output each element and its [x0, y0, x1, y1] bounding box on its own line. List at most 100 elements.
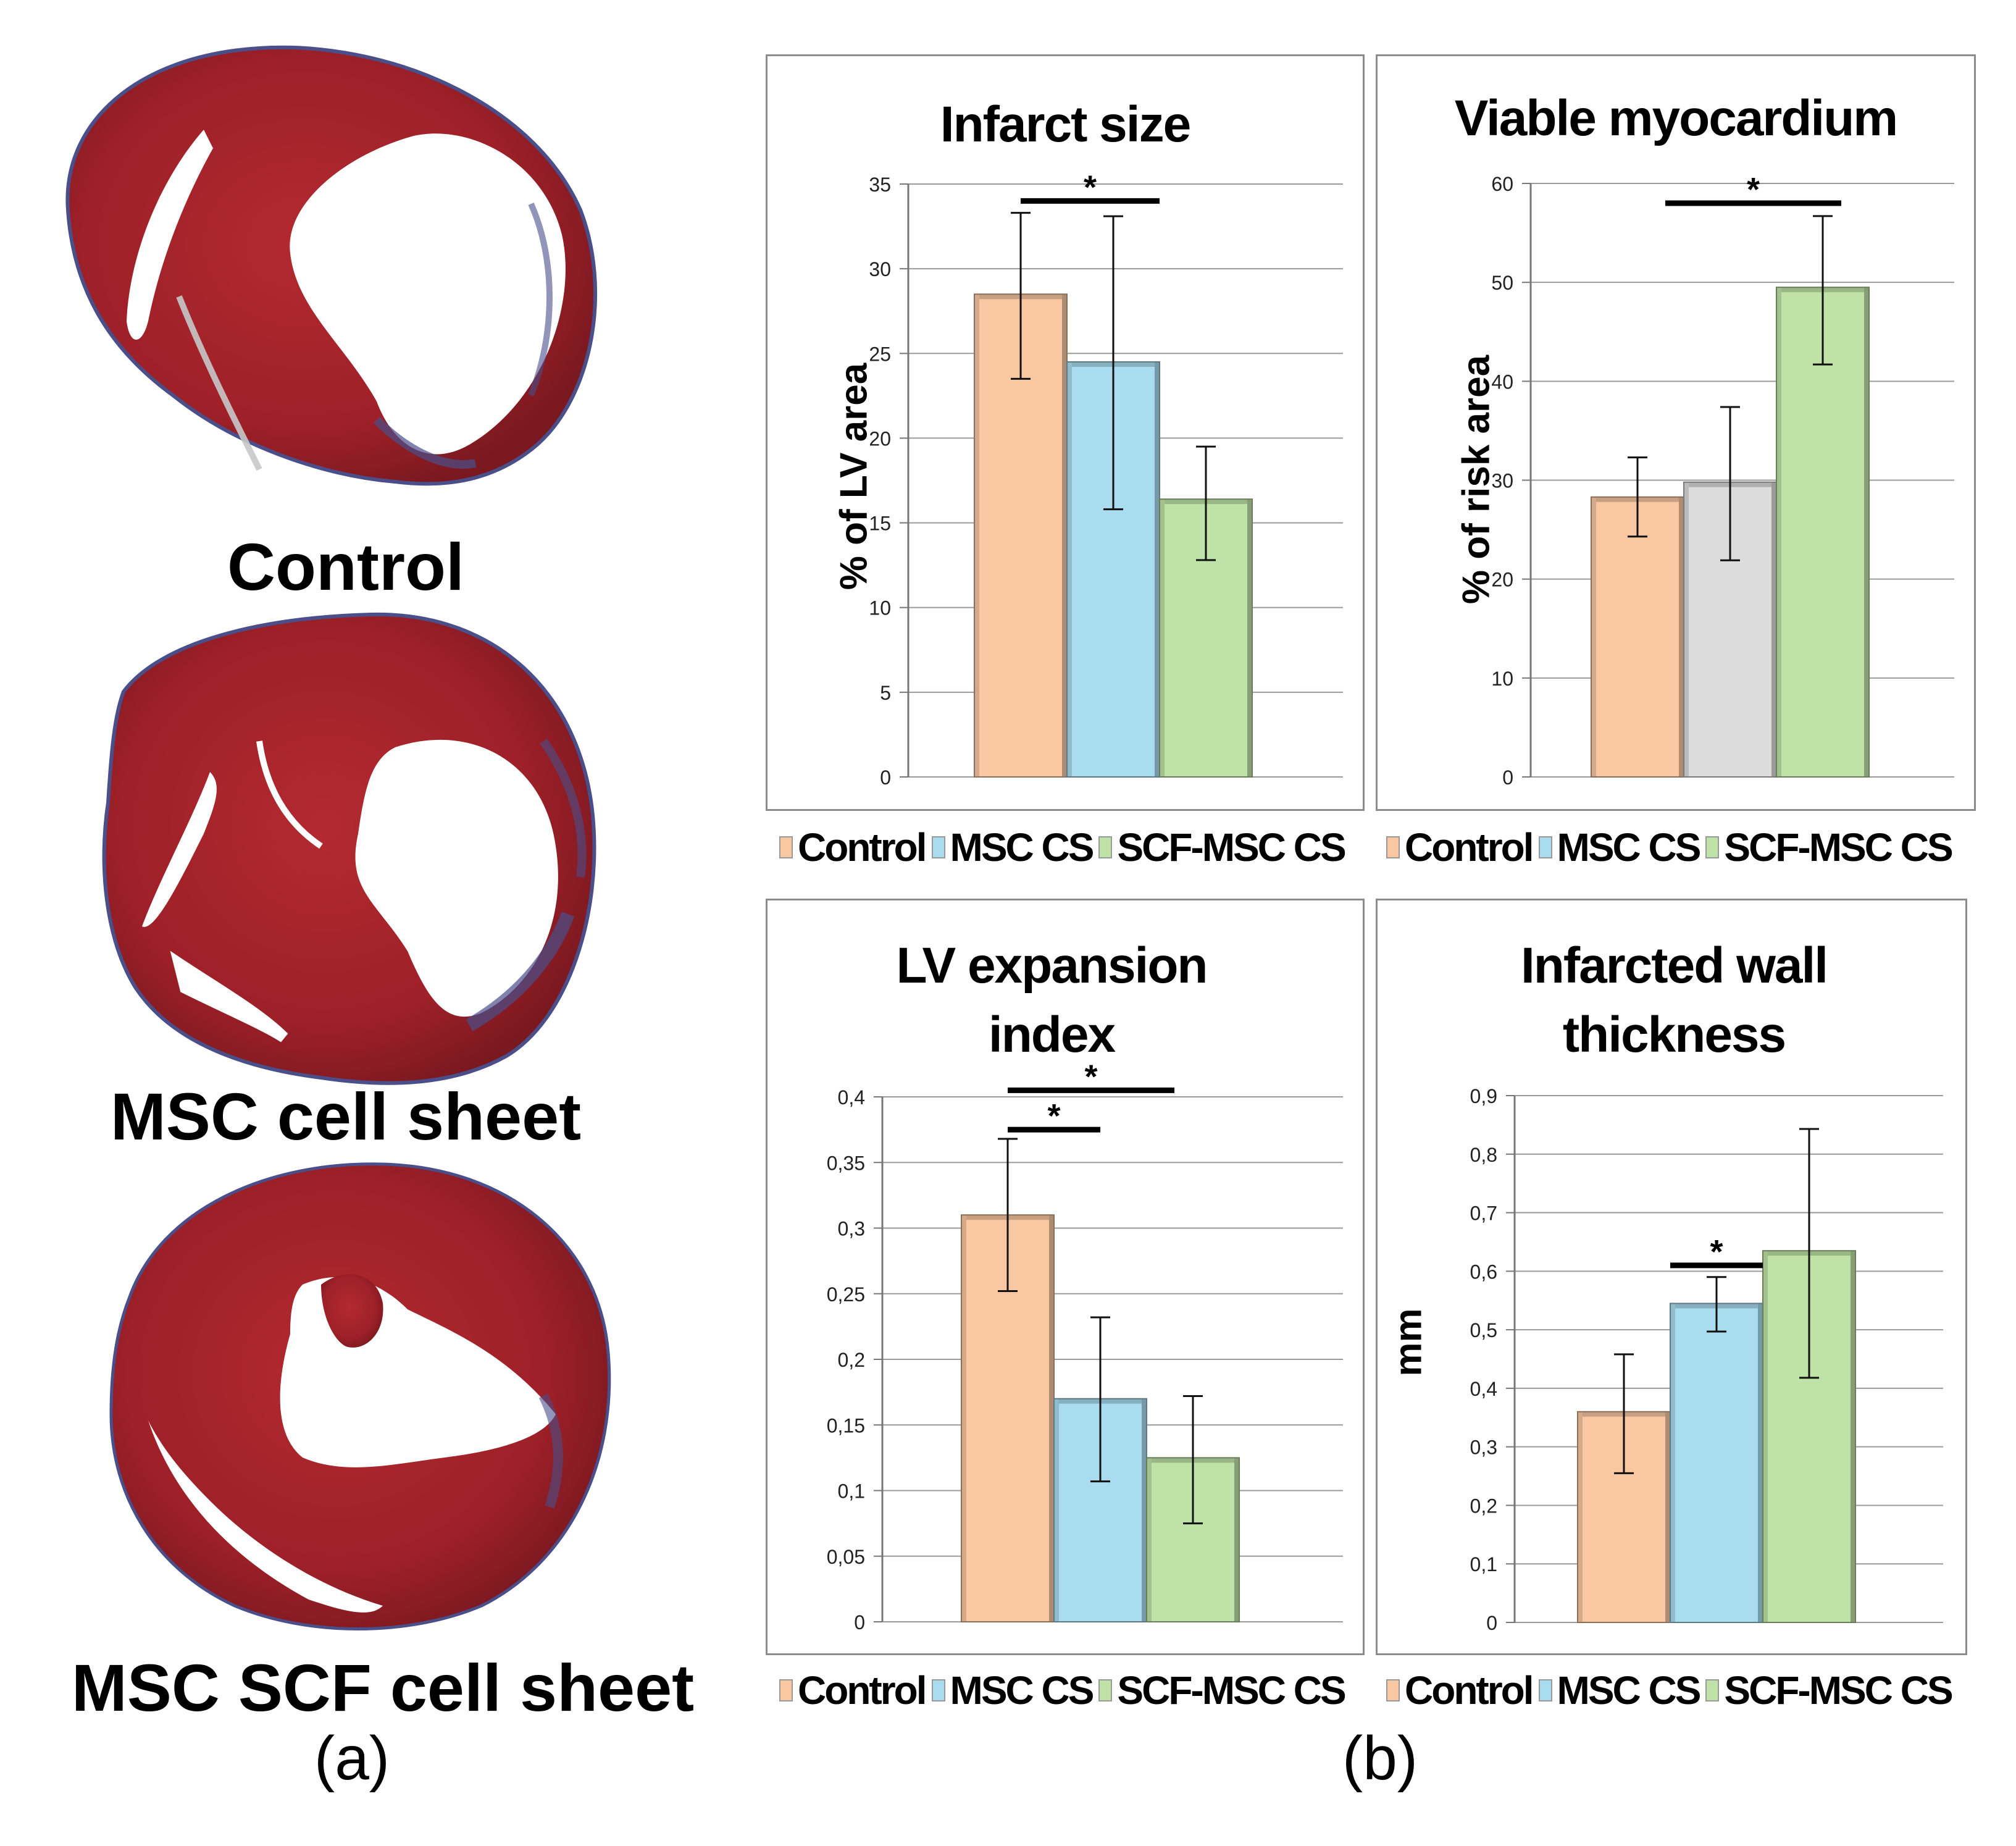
legend-top-right: Control MSC CS SCF-MSC CS	[1386, 824, 1958, 870]
legend-label-scf: SCF-MSC CS	[1724, 1668, 1953, 1713]
y-tick-label: 0	[1486, 1612, 1497, 1634]
bar-control	[1591, 496, 1684, 778]
legend-swatch-control	[1386, 1679, 1400, 1701]
legend-item-scf: SCF-MSC CS	[1705, 824, 1954, 870]
bar-bevel-right	[1234, 1458, 1239, 1622]
legend-item-control: Control	[1386, 1668, 1534, 1713]
legend-swatch-msc	[1538, 1679, 1552, 1701]
bar-bevel-left	[1147, 1458, 1152, 1622]
legend-swatch-scf	[1098, 836, 1113, 858]
legend-label-control: Control	[1405, 1668, 1534, 1713]
y-tick-label: 0,8	[1470, 1144, 1497, 1166]
y-tick-label: 25	[869, 343, 891, 365]
chart-frame-infarcted-wall-thickness: Infarcted wall thickness mm 0 0,1 0,2 0,3 0,…	[1376, 899, 1967, 1655]
y-tick-label: 0,2	[838, 1349, 865, 1371]
y-tick-label: 0	[854, 1611, 865, 1634]
y-tick-label: 15	[869, 513, 891, 535]
y-tick-label: 35	[869, 174, 891, 196]
y-tick-label: 0,7	[1470, 1202, 1497, 1225]
y-tick-label: 0,2	[1470, 1495, 1497, 1517]
bar-msc-cs	[1670, 1303, 1763, 1623]
bar-bevel-left	[1763, 1251, 1768, 1622]
y-tick-label: 0,5	[1470, 1319, 1497, 1341]
y-tick-label: 0	[1502, 766, 1513, 789]
y-tick-label: 30	[869, 258, 891, 280]
chart-plot-lv-expansion-index: 0 0,05 0,1 0,15 0,2 0,25 0,3 0,35 0,4 * *	[827, 1058, 1343, 1634]
chart-plot-infarcted-wall-thickness: 0 0,1 0,2 0,3 0,4 0,5 0,6 0,7 0,8 0,9 *	[1470, 1085, 1943, 1634]
y-tick-label: 0,05	[827, 1546, 865, 1568]
y-tick-label: 0,1	[1470, 1553, 1497, 1575]
legend-item-control: Control	[779, 1668, 927, 1713]
y-tick-label: 0,3	[1470, 1437, 1497, 1459]
bar-bevel-right	[1062, 294, 1067, 777]
legend-item-msc: MSC CS	[931, 824, 1095, 870]
legend-label-msc: MSC CS	[1557, 1668, 1702, 1713]
significance-star: *	[1047, 1097, 1060, 1135]
y-tick-label: 20	[1491, 569, 1513, 591]
y-tick-label: 5	[880, 682, 891, 704]
heart-section-control	[65, 45, 598, 486]
y-tick-label: 0,9	[1470, 1085, 1497, 1107]
chart-plot-infarct-size: 0 5 10 15 20 25 30 35 *	[869, 169, 1343, 789]
legend-label-msc: MSC CS	[1557, 825, 1702, 870]
legend-swatch-control	[1386, 836, 1400, 858]
sample-label-msc-scf: MSC SCF cell sheet	[71, 1650, 695, 1725]
bar-bevel-left	[1578, 1411, 1583, 1622]
legend-top-left: Control MSC CS SCF-MSC CS	[779, 824, 1351, 870]
bar-bevel-right	[1758, 1303, 1763, 1622]
chart-plot-viable-myocardium: 0 10 20 30 40 50 60 *	[1491, 171, 1954, 789]
chart-frame-infarct-size: Infarct size % of LV area 0 5 10 15 20 25 30 35…	[766, 54, 1365, 811]
chart-title: Viable myocardium	[1454, 90, 1898, 146]
legend-swatch-scf	[1705, 1679, 1720, 1701]
legend-label-scf: SCF-MSC CS	[1117, 1668, 1346, 1713]
legend-label-scf: SCF-MSC CS	[1724, 825, 1953, 870]
legend-label-msc: MSC CS	[950, 1668, 1095, 1713]
legend-swatch-msc	[931, 1679, 945, 1701]
bar-bevel-right	[1851, 1251, 1855, 1622]
bar-bevel-left	[1160, 499, 1165, 777]
y-tick-label: 60	[1491, 173, 1513, 195]
legend-item-scf: SCF-MSC CS	[1098, 1668, 1347, 1713]
y-tick-label: 40	[1491, 371, 1513, 393]
y-tick-label: 0	[880, 766, 891, 789]
y-tick-label: 50	[1491, 272, 1513, 294]
legend-swatch-scf	[1098, 1679, 1113, 1701]
y-tick-label: 0,25	[827, 1283, 865, 1306]
y-tick-label: 0,1	[838, 1480, 865, 1503]
y-tick-label: 0,6	[1470, 1261, 1497, 1283]
y-tick-label: 0,35	[827, 1152, 865, 1174]
legend-item-scf: SCF-MSC CS	[1705, 1668, 1954, 1713]
chart-title: LV expansion index	[896, 938, 1208, 1063]
heart-section-msc	[102, 612, 596, 1085]
bar-msc-cs	[1053, 1398, 1147, 1622]
legend-swatch-control	[779, 836, 793, 858]
legend-bottom-right: Control MSC CS SCF-MSC CS	[1386, 1668, 1958, 1713]
chart-title: Infarct size	[940, 96, 1191, 153]
y-tick-label: 0,4	[838, 1086, 865, 1109]
y-tick-label: 0,3	[838, 1218, 865, 1240]
bar-bevel-right	[1049, 1215, 1054, 1622]
legend-swatch-control	[779, 1679, 793, 1701]
legend-label-scf: SCF-MSC CS	[1117, 825, 1346, 870]
legend-item-control: Control	[1386, 824, 1534, 870]
legend-swatch-msc	[1538, 836, 1552, 858]
bar-bevel-left	[1684, 482, 1689, 777]
bar-bevel-right	[1864, 287, 1869, 777]
histology-panel	[65, 45, 611, 1630]
significance-star: *	[1084, 169, 1097, 206]
legend-item-msc: MSC CS	[1538, 1668, 1702, 1713]
bar-bevel-right	[1665, 1411, 1670, 1622]
legend-item-scf: SCF-MSC CS	[1098, 824, 1347, 870]
legend-bottom-left: Control MSC CS SCF-MSC CS	[779, 1668, 1351, 1713]
y-tick-label: 10	[869, 597, 891, 619]
y-tick-label: 20	[869, 427, 891, 450]
bar-bevel-right	[1771, 482, 1776, 777]
y-tick-label: 0,4	[1470, 1378, 1497, 1400]
y-tick-label: 30	[1491, 470, 1513, 492]
legend-label-control: Control	[798, 825, 927, 870]
sample-label-msc: MSC cell sheet	[110, 1079, 582, 1154]
significance-star: *	[1710, 1233, 1723, 1270]
bar-bevel-right	[1155, 362, 1160, 777]
legend-label-msc: MSC CS	[950, 825, 1095, 870]
bar-bevel-right	[1679, 497, 1684, 777]
